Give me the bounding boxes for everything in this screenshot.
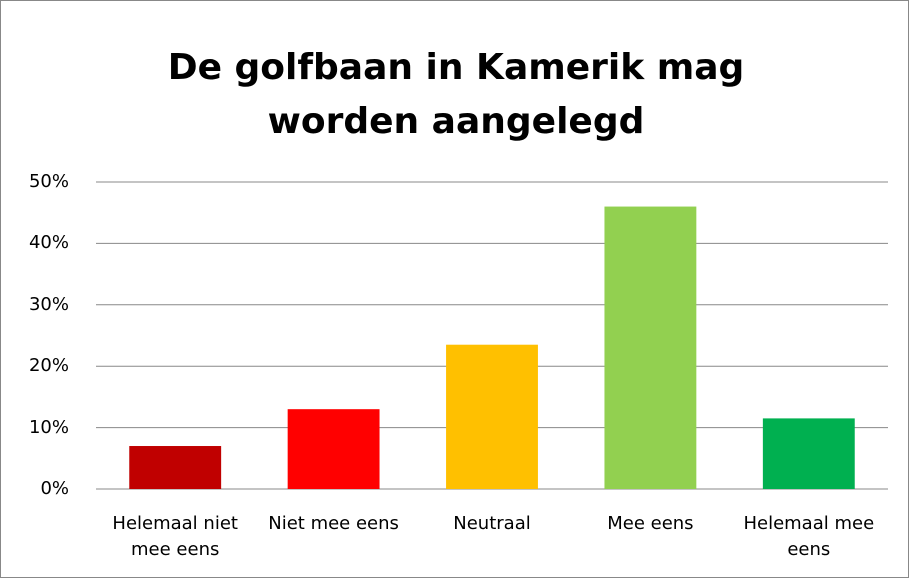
bar [446, 344, 538, 489]
y-tick-label: 30% [28, 293, 69, 315]
x-tick-label: Niet mee eens [268, 513, 399, 534]
y-tick-label: 10% [28, 416, 69, 438]
bar [287, 409, 380, 489]
x-tick-label: Helemaal niet mee eens [112, 513, 238, 560]
y-tick-label: 40% [28, 232, 69, 254]
bar [129, 446, 222, 489]
x-tick-label: Mee eens [607, 513, 694, 534]
bar [604, 206, 697, 489]
y-tick-label: 20% [28, 355, 69, 377]
bar [762, 418, 855, 489]
x-tick-label: Helemaal mee eens [743, 513, 875, 560]
chart-title: De golfbaan in Kamerik mag worden aangel… [167, 47, 745, 142]
x-tick-label: Neutraal [453, 513, 531, 534]
y-tick-label: 0% [40, 478, 69, 499]
y-tick-label: 50% [28, 171, 69, 192]
